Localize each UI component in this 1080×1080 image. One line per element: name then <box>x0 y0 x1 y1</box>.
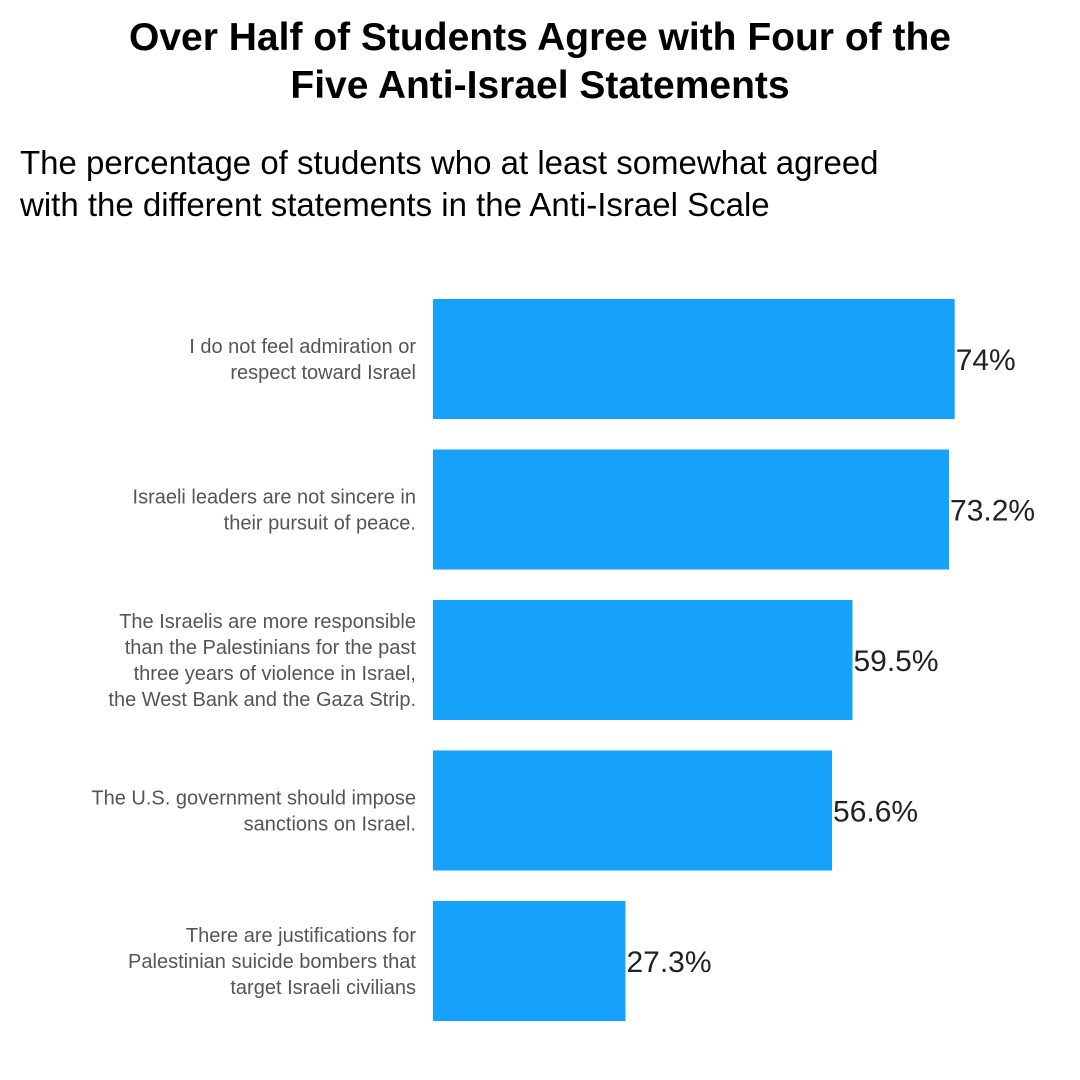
category-label-3-line-2: than the Palestinians for the past <box>125 637 417 659</box>
category-label-1-line-2: respect toward Israel <box>230 362 416 384</box>
chart-subtitle-line-1: The percentage of students who at least … <box>20 144 879 181</box>
category-label-5-line-3: target Israeli civilians <box>230 977 416 999</box>
category-label-4: The U.S. government should impose sanctio… <box>91 788 416 836</box>
bar-1 <box>433 299 955 419</box>
category-label-2-line-2: their pursuit of peace. <box>224 513 416 535</box>
bar-2 <box>433 449 950 570</box>
bar-5 <box>433 901 626 1021</box>
chart-title-line-2: Five Anti-Israel Statements <box>290 64 790 107</box>
chart-title: Over Half of Students Agree with Four of… <box>0 14 1080 110</box>
category-label-5: There are justifications for Palestinian … <box>128 925 416 999</box>
value-label-3: 59.5% <box>853 645 938 678</box>
value-label-5: 27.3% <box>626 946 711 979</box>
chart-subtitle-line-2: with the different statements in the Ant… <box>20 186 770 223</box>
category-label-2-line-1: Israeli leaders are not sincere in <box>133 487 416 509</box>
value-label-2: 73.2% <box>950 495 1035 528</box>
category-label-1-line-1: I do not feel admiration or <box>189 336 416 358</box>
chart-subtitle: The percentage of students who at least … <box>20 142 1060 226</box>
bar-4 <box>433 750 833 871</box>
category-label-5-line-1: There are justifications for <box>186 925 416 947</box>
category-label-4-line-2: sanctions on Israel. <box>244 814 416 836</box>
category-label-1: I do not feel admiration or respect towar… <box>189 336 416 384</box>
category-label-4-line-1: The U.S. government should impose <box>91 788 416 810</box>
category-label-3-line-3: three years of violence in Israel, <box>134 663 416 685</box>
category-label-2: Israeli leaders are not sincere in their … <box>133 487 416 535</box>
category-label-5-line-2: Palestinian suicide bombers that <box>128 951 416 973</box>
category-label-3-line-1: The Israelis are more responsible <box>119 611 416 633</box>
bar-3 <box>433 600 853 720</box>
category-label-3-line-4: the West Bank and the Gaza Strip. <box>108 689 416 711</box>
value-label-1: 74% <box>956 344 1016 377</box>
category-label-3: The Israelis are more responsible than th… <box>108 611 416 711</box>
chart-title-line-1: Over Half of Students Agree with Four of… <box>129 16 951 59</box>
value-label-4: 56.6% <box>833 796 918 829</box>
